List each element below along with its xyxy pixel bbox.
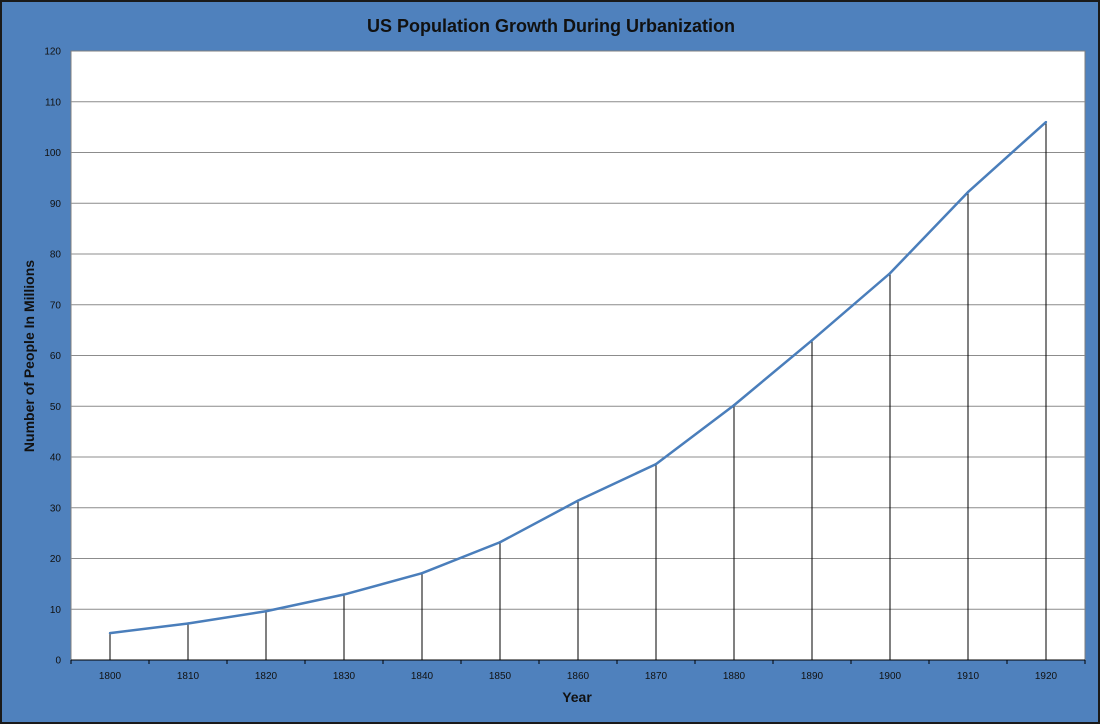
drop-lines: [109, 122, 1047, 660]
y-tick-label: 30: [50, 503, 62, 514]
x-tick-label: 1910: [957, 671, 980, 682]
x-tick-label: 1830: [333, 671, 356, 682]
x-tick-label: 1800: [99, 671, 122, 682]
x-tick-label: 1920: [1035, 671, 1058, 682]
data-point: [810, 339, 814, 342]
y-tick-label: 100: [44, 148, 61, 159]
x-tick-label: 1870: [645, 671, 668, 682]
x-tick-label: 1890: [801, 671, 824, 682]
y-tick-label: 40: [50, 453, 62, 464]
x-tick-label: 1880: [723, 671, 746, 682]
data-point: [186, 622, 190, 625]
chart-title: US Population Growth During Urbanization: [367, 16, 735, 36]
y-tick-label: 10: [50, 605, 62, 616]
y-tick-label: 0: [55, 656, 61, 667]
y-tick-label: 60: [50, 351, 62, 362]
y-tick-label: 110: [45, 97, 61, 108]
y-tick-label: 50: [50, 402, 62, 413]
series-layer: [108, 120, 1048, 635]
y-axis-ticks: 0 10 20 30 40 50 60 70 80 90 100 110 120: [44, 47, 61, 667]
y-tick-label: 20: [50, 554, 62, 565]
y-axis-title: Number of People In Millions: [21, 260, 37, 452]
x-tick-label: 1820: [255, 671, 278, 682]
x-tick-label: 1840: [411, 671, 434, 682]
data-point: [342, 593, 346, 596]
data-point: [654, 462, 658, 466]
data-point: [420, 572, 424, 575]
data-point: [264, 610, 268, 613]
data-point: [888, 272, 892, 275]
x-tick-label: 1850: [489, 671, 512, 682]
y-tick-label: 80: [50, 250, 62, 261]
gridlines: [71, 101, 1085, 610]
x-tick-label: 1900: [879, 671, 902, 682]
data-point: [576, 499, 580, 502]
data-point: [498, 541, 502, 544]
y-tick-label: 120: [44, 47, 61, 58]
data-point: [966, 190, 970, 194]
x-axis-title: Year: [562, 689, 592, 705]
data-point: [1044, 120, 1048, 124]
data-point: [108, 631, 112, 635]
x-tick-label: 1860: [567, 671, 590, 682]
y-tick-label: 70: [50, 300, 62, 311]
data-point: [732, 404, 736, 407]
x-tick-label: 1810: [177, 671, 200, 682]
x-axis-ticks: 1800 1810 1820 1830 1840 1850 1860 1870 1880 1890…: [70, 659, 1086, 682]
y-tick-label: 90: [50, 199, 62, 210]
